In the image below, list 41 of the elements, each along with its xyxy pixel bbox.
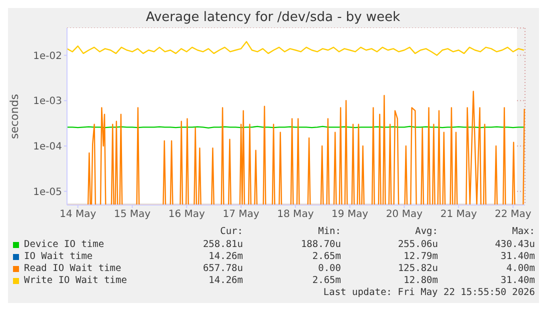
x-tick-label: 18 May [277,209,314,220]
legend-label: Read IO Wait time [24,263,122,274]
x-tick-label: 21 May [440,209,478,220]
text: 430.43u [494,239,535,250]
text: 2.65m [312,275,341,286]
y-tick-label: 1e-05 [33,186,62,198]
text: 657.78u [202,263,243,274]
x-tick-label: 20 May [386,209,423,220]
text: 14.26m [208,275,243,286]
x-tick-label: 17 May [222,209,260,220]
text: 188.70u [300,239,341,250]
chart-title: Average latency for /dev/sda - by week [144,10,402,25]
text: 31.40m [500,251,535,262]
text: 12.80m [404,275,438,286]
text: 255.06u [398,239,438,250]
text: Last update: Fri May 22 15:55:50 2026 [323,287,535,298]
y-axis-title: seconds [8,94,21,139]
line-series [67,41,525,56]
text: 12.79m [404,251,438,262]
y-tick-label: 1e-02 [33,50,62,62]
text: 125.82u [398,263,438,274]
text: 2.65m [312,251,341,262]
text: 0.00 [318,263,341,274]
x-tick-label: 14 May [60,209,96,220]
y-tick-label: 1e-04 [33,142,62,153]
x-tick-label: 19 May [332,209,368,220]
x-tick-label: 16 May [168,209,206,220]
text: Cur: [220,226,243,237]
text: Avg: [415,226,438,237]
x-tick-label: 22 May [494,209,532,220]
text: 258.81u [202,239,243,250]
text: 4.00m [506,263,535,274]
legend-label: Device IO time [24,239,104,250]
legend-label: Write IO Wait time [24,275,127,286]
text: Min: [318,226,341,237]
text: 14.26m [208,251,243,262]
text: Max: [512,226,535,237]
x-tick-label: 15 May [114,209,151,220]
legend-label: IO Wait time [24,251,93,262]
y-tick-label: 1e-03 [33,96,62,108]
text: 31.40m [500,275,535,286]
